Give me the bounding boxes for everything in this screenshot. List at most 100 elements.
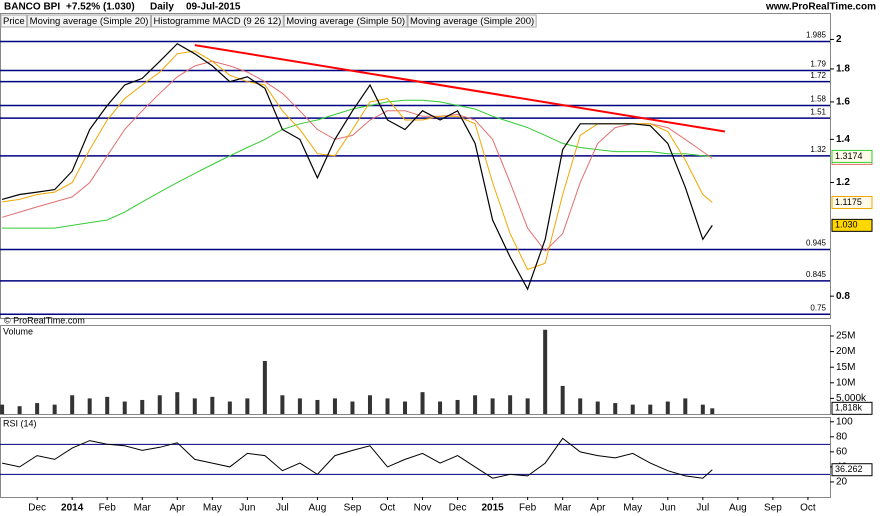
y-tick-label: 20 xyxy=(836,477,848,488)
volume-bar xyxy=(350,401,355,414)
volume-bar xyxy=(262,360,267,414)
level-label: 1.32 xyxy=(810,145,826,154)
y-tick-label: 1.2 xyxy=(836,177,850,188)
volume-bar xyxy=(297,398,302,414)
volume-bar xyxy=(525,398,530,414)
volume-bar xyxy=(648,404,653,414)
rsi-panel xyxy=(0,417,831,498)
trendline xyxy=(194,44,726,133)
x-tick-label: Jul xyxy=(276,503,289,514)
legend-box xyxy=(283,14,408,28)
price-line xyxy=(1,42,713,291)
x-tick-label: Apr xyxy=(170,503,186,514)
y-tick-label: 1.4 xyxy=(836,134,850,145)
x-tick-label: Dec xyxy=(449,503,467,514)
price-tag xyxy=(831,463,873,477)
y-tick-label: 20M xyxy=(836,346,855,357)
x-tick-label: Jun xyxy=(239,503,255,514)
volume-bar xyxy=(367,395,372,414)
price-tag-label: 36.262 xyxy=(835,464,863,474)
x-tick-label: Oct xyxy=(800,503,816,514)
price-tag-label: 1.030 xyxy=(835,220,858,230)
level-label: 0.945 xyxy=(806,239,827,248)
level-label: 1.985 xyxy=(806,31,827,40)
volume-bar xyxy=(473,395,478,414)
volume-bar xyxy=(543,329,548,414)
volume-bar xyxy=(210,396,215,414)
x-tick-label: Sep xyxy=(344,503,362,514)
site: www.ProRealTime.com xyxy=(765,2,876,13)
volume-bar xyxy=(385,398,390,414)
legend-entry: Moving average (Simple 200) xyxy=(410,16,534,27)
volume-panel xyxy=(0,325,831,415)
price-tag xyxy=(831,149,873,163)
price-tag xyxy=(831,218,873,232)
panel-title: Volume xyxy=(3,326,33,336)
volume-bar xyxy=(70,395,75,414)
x-tick-label: Feb xyxy=(99,503,117,514)
x-tick-label: May xyxy=(623,503,642,514)
volume-bar xyxy=(455,399,460,414)
level-label: 0.75 xyxy=(810,303,826,312)
volume-bar xyxy=(105,396,110,414)
legend-entry: Moving average (Simple 50) xyxy=(286,16,405,27)
legend-entry: Histogramme MACD (9 26 12) xyxy=(153,16,281,27)
instrument: BANCO BPI xyxy=(4,2,60,13)
volume-bar xyxy=(157,395,162,414)
y-tick-label: 1.8 xyxy=(836,64,850,75)
level-label: 1.79 xyxy=(810,60,826,69)
volume-bar xyxy=(192,398,197,414)
volume-bar xyxy=(227,401,232,414)
price-panel xyxy=(0,13,831,319)
legend-box xyxy=(150,14,284,28)
price-tag xyxy=(831,401,873,415)
rsi-line xyxy=(1,437,713,479)
x-tick-label: Apr xyxy=(590,503,606,514)
volume-bar xyxy=(315,399,320,414)
price-tag-label: 1,818k xyxy=(835,403,863,413)
legend-entry: Price xyxy=(3,16,25,27)
level-label: 0.845 xyxy=(806,270,827,279)
y-tick-label: 0.8 xyxy=(836,291,850,302)
x-tick-label: Aug xyxy=(729,503,747,514)
legend-box xyxy=(27,14,151,28)
panel-title: RSI (14) xyxy=(3,418,37,428)
volume-bar xyxy=(245,398,250,414)
y-tick-label: 80 xyxy=(836,431,848,442)
volume-bar xyxy=(280,395,285,414)
volume-bar xyxy=(613,403,618,414)
x-tick-label: Aug xyxy=(309,503,327,514)
x-tick-label: Feb xyxy=(519,503,537,514)
x-tick-label: Jul xyxy=(696,503,709,514)
legend-entry: Moving average (Simple 20) xyxy=(30,16,149,27)
volume-bar xyxy=(683,398,688,414)
y-tick-label: 100 xyxy=(836,416,853,427)
change: +7.52% (1.030) xyxy=(66,2,135,13)
y-tick-label: 15M xyxy=(836,362,855,373)
volume-bar xyxy=(332,398,337,414)
x-tick-label: 2014 xyxy=(61,503,84,514)
x-tick-label: Mar xyxy=(134,503,152,514)
level-label: 1.58 xyxy=(810,95,826,104)
volume-bar xyxy=(710,408,715,414)
y-tick-label: 5,000k xyxy=(836,393,867,404)
moving-average xyxy=(1,60,713,252)
x-tick-label: Sep xyxy=(764,503,782,514)
volume-bar xyxy=(490,398,495,414)
volume-bar xyxy=(52,404,57,414)
y-tick-label: 2 xyxy=(836,34,842,45)
volume-bar xyxy=(665,401,670,414)
volume-bar xyxy=(140,399,145,414)
x-tick-label: 2015 xyxy=(481,503,504,514)
price-tag-label: 1.3174 xyxy=(835,151,863,161)
copyright: © ProRealTime.com xyxy=(4,315,85,325)
x-tick-label: Jun xyxy=(660,503,676,514)
volume-bar xyxy=(700,404,705,414)
y-tick-label: 10M xyxy=(836,377,855,388)
volume-bar xyxy=(438,401,443,414)
volume-bar xyxy=(630,404,635,414)
volume-bar xyxy=(175,392,180,414)
x-tick-label: Oct xyxy=(380,503,396,514)
level-label: 1.72 xyxy=(810,71,826,80)
